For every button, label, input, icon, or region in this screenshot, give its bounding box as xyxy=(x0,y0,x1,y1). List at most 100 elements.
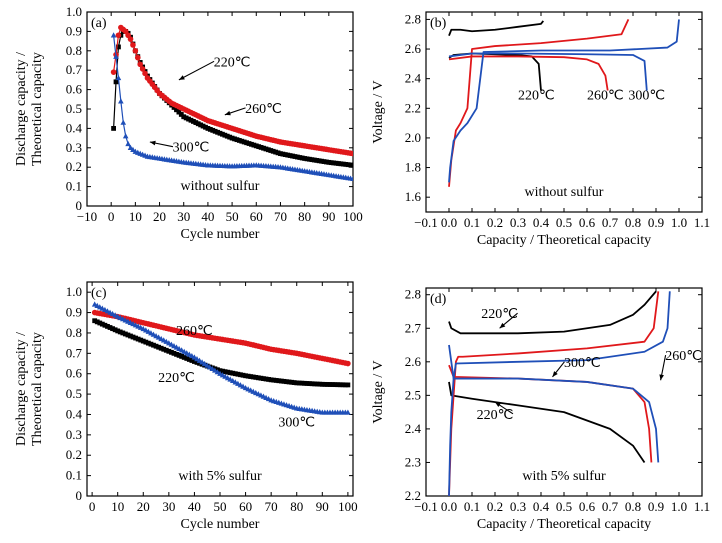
data-point-triangle xyxy=(110,32,117,38)
data-point-square xyxy=(195,121,201,127)
data-point-square xyxy=(181,355,187,360)
data-point-square xyxy=(115,328,121,334)
y-tick-label: 2.0 xyxy=(405,130,421,145)
x-tick-label: 0 xyxy=(89,499,96,514)
data-point-square xyxy=(105,323,110,329)
data-point-square xyxy=(143,339,149,345)
data-point-square xyxy=(263,376,269,382)
data-point-triangle xyxy=(122,133,129,139)
x-tick-label: 10 xyxy=(111,499,124,514)
data-point-square xyxy=(281,378,287,384)
data-point-square xyxy=(236,138,242,143)
data-point-square xyxy=(263,146,269,152)
data-point-square xyxy=(197,360,202,366)
data-point-square xyxy=(227,370,233,376)
data-point-square xyxy=(331,160,337,166)
x-tick-label: 0 xyxy=(108,209,115,224)
series-label: 220℃ xyxy=(477,408,514,423)
y-tick-label: 2.3 xyxy=(405,454,421,469)
data-point-square xyxy=(328,160,334,166)
data-point-square xyxy=(327,382,333,387)
x-axis-title: Capacity / Theoretical capacity xyxy=(477,233,651,248)
series-label: 260℃ xyxy=(245,102,282,117)
data-point-square xyxy=(321,159,327,164)
x-tick-label: 1.1 xyxy=(694,499,710,514)
x-tick-label: 0.4 xyxy=(533,499,550,514)
data-point-square xyxy=(307,381,312,386)
data-point-square xyxy=(253,374,259,380)
data-point-square xyxy=(140,338,146,344)
data-point-square xyxy=(297,155,303,160)
series-2 xyxy=(91,301,351,415)
data-point-square xyxy=(326,159,332,165)
charge-curve xyxy=(448,290,657,335)
panel-label: (c) xyxy=(91,286,107,301)
x-tick-label: 30 xyxy=(177,209,190,224)
data-point-square xyxy=(133,335,138,341)
data-point-square xyxy=(229,135,235,141)
data-point-square xyxy=(245,373,251,379)
data-point-square xyxy=(174,351,179,357)
x-tick-label: −0.1 xyxy=(414,215,438,230)
data-point-triangle xyxy=(113,53,119,59)
data-point-square xyxy=(309,381,315,387)
x-tick-label: 50 xyxy=(226,209,239,224)
data-point-square xyxy=(290,153,295,159)
series-label: 300℃ xyxy=(564,356,601,371)
data-point-square xyxy=(258,375,264,381)
data-point-square xyxy=(280,151,286,157)
label-arrow-head xyxy=(552,371,558,377)
data-point-square xyxy=(148,341,154,347)
data-point-square xyxy=(268,377,274,383)
y-tick-label: 0.4 xyxy=(66,406,83,421)
data-point-triangle xyxy=(120,119,127,125)
data-point-square xyxy=(102,322,108,328)
data-point-square xyxy=(194,360,200,365)
data-point-square xyxy=(322,381,328,387)
x-axis-title: Capacity / Theoretical capacity xyxy=(477,517,651,532)
charge-curve xyxy=(448,291,671,496)
data-point-square xyxy=(273,149,279,155)
data-point-square xyxy=(270,148,276,154)
y-tick-label: 0.3 xyxy=(66,427,82,442)
x-tick-label: 1.0 xyxy=(671,499,687,514)
data-point-square xyxy=(169,349,174,355)
data-point-square xyxy=(325,382,330,387)
y-tick-label: 0.7 xyxy=(66,62,83,77)
data-point-square xyxy=(138,337,144,343)
data-point-square xyxy=(120,330,126,336)
y-axis-title: Voltage / V xyxy=(371,360,386,423)
data-point-square xyxy=(314,381,320,387)
x-tick-label: 50 xyxy=(214,499,227,514)
data-point-square xyxy=(212,128,218,134)
discharge-curve xyxy=(448,381,646,463)
data-point-circle xyxy=(345,360,351,367)
series-label: 220℃ xyxy=(518,88,555,103)
x-tick-label: 1.1 xyxy=(694,215,710,230)
data-point-square xyxy=(294,154,300,160)
y-tick-label: 2.4 xyxy=(405,71,422,86)
data-point-square xyxy=(189,358,195,363)
data-point-square xyxy=(230,370,236,376)
data-point-square xyxy=(294,380,300,386)
x-tick-label: 0.0 xyxy=(441,215,457,230)
data-point-square xyxy=(113,79,119,85)
data-point-triangle xyxy=(345,409,351,415)
data-point-square xyxy=(220,368,225,374)
y-tick-label: 2.5 xyxy=(405,387,421,402)
discharge-curve xyxy=(448,55,609,91)
y-tick-label: 2.4 xyxy=(405,421,422,436)
series-label: 300℃ xyxy=(278,416,315,431)
data-point-square xyxy=(340,161,346,167)
data-point-square xyxy=(333,160,339,166)
panel-c: 0 10 20 30 40 50 60 70 80 90 100 0 0.1 0.2 0.3 0.4 0.5 0.… xyxy=(14,281,358,532)
data-point-square xyxy=(215,129,220,135)
data-point-square xyxy=(291,380,297,385)
x-tick-label: 70 xyxy=(265,499,278,514)
data-point-square xyxy=(239,138,245,144)
x-tick-label: 0.8 xyxy=(625,215,641,230)
series-label: 220℃ xyxy=(214,55,251,70)
y-axis-title-line2: Theoretical capacity xyxy=(30,52,45,166)
data-point-square xyxy=(179,353,185,359)
x-tick-label: 0.1 xyxy=(464,215,480,230)
